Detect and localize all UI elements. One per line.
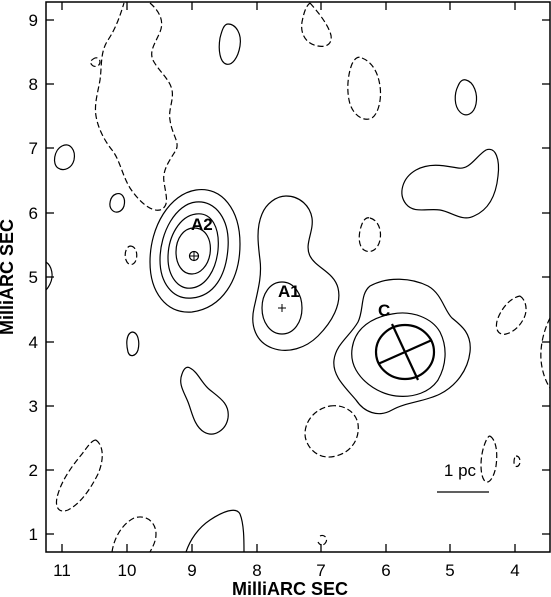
pos-contour-top-small [218,23,241,65]
x-tick-label: 8 [252,561,261,580]
y-tick-label: 6 [29,204,38,223]
neg-contour-bottom-left [111,516,157,553]
a2-contour-2 [159,201,229,299]
x-tick-label: 5 [445,561,454,580]
x-axis-title: MilliARC SEC [232,579,348,597]
a2-contour-3 [167,213,219,289]
label-a1: A1 [278,282,300,301]
x-tick-label: 10 [118,561,137,580]
x-axis [61,2,516,552]
c-contour-outer [333,278,471,415]
pos-contour-bottom-center [185,509,245,553]
y-axis-title: MilliARC SEC [0,219,17,335]
pos-contour-right-small [454,79,478,116]
neg-contour-right-edge [495,295,527,335]
pos-contour-right-upper [401,148,500,219]
y-tick-label: 4 [29,333,38,352]
x-tick-label: 4 [510,561,519,580]
y-tick-label: 9 [29,11,38,30]
label-a2: A2 [191,215,213,234]
y-tick-label: 8 [29,75,38,94]
pos-contour-left-edge [53,144,75,171]
y-tick-label: 3 [29,397,38,416]
neg-contour-lower-left [55,439,103,512]
neg-contour-top-right [301,2,332,47]
a2-contour-1 [149,189,241,313]
neg-contour-upper-right [347,56,382,120]
pos-contour-left-mid [126,331,140,357]
pos-contour-left-small-2 [109,193,126,213]
pos-contour-below-a2 [180,366,229,435]
pos-contour-leftedge-lower [45,261,53,291]
x-tick-label: 11 [53,561,71,580]
neg-contour-left-small [124,245,138,266]
contours [45,2,551,553]
c-beam-minor-axis [377,338,433,366]
neg-contour-bottom-dot [317,534,328,546]
a2-contour-4 [175,227,211,275]
y-tick-label: 5 [29,268,38,287]
a2-core-marker [188,250,200,262]
y-tick-label: 1 [29,525,38,544]
neg-contour-far-right [540,317,551,389]
c-beam-ellipse [374,323,436,381]
label-c: C [378,301,390,320]
y-tick-label: 7 [29,139,38,158]
neg-contour-tiny-right [513,455,521,468]
neg-contour-lower-center [304,405,359,458]
neg-contour-lower-right [480,435,498,483]
scale-bar-label: 1 pc [444,461,477,480]
y-axis [46,19,550,535]
neg-contour-top [94,2,178,211]
a1-contour-inner [261,281,303,335]
x-tick-label: 6 [381,561,390,580]
x-tick-label: 7 [316,561,325,580]
c-contour-inner [351,312,446,397]
y-tick-label: 2 [29,461,38,480]
a1-contour-outer [252,195,340,351]
x-tick-label: 9 [187,561,196,580]
neg-contour-small-dot [89,57,101,68]
neg-contour-mid-right [358,217,382,253]
